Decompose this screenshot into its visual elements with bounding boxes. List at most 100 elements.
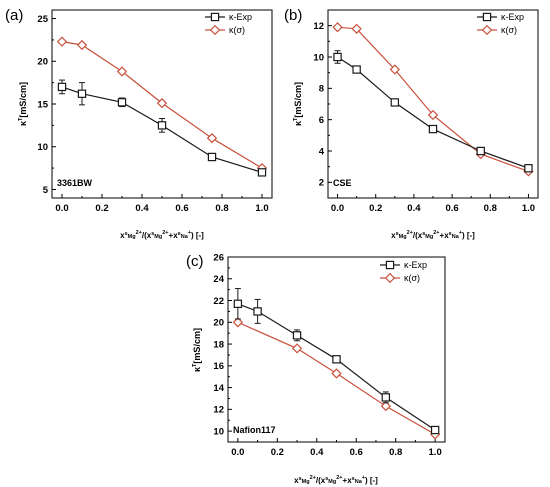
data-point-exp	[257, 168, 267, 177]
y-axis-label: κT[mS/cm]	[293, 82, 303, 126]
x-tick-label: 0.4	[135, 203, 149, 214]
data-point-model	[389, 64, 400, 75]
data-point-model	[116, 66, 128, 77]
series-line-model	[337, 26, 529, 172]
data-point-model	[380, 400, 391, 412]
data-point-model	[332, 22, 343, 33]
data-point-exp	[524, 164, 533, 173]
x-tick-label: 0.2	[369, 203, 382, 214]
series-line-exp	[237, 303, 436, 431]
panel-c: (c) 10 12 14 16 18 20 22 24 26 0.0 0.2 0.4 0.6 0.8 1.0 κ…	[186, 252, 446, 485]
y-tick-label: 16	[213, 361, 224, 372]
legend-label: κ-Exp	[229, 12, 252, 22]
legend-label: κ-Exp	[501, 12, 524, 22]
x-tick-label: 0.8	[484, 203, 497, 214]
y-tick-label: 10	[213, 426, 224, 437]
y-tick-label: 26	[213, 252, 224, 263]
x-tick-label: 0.0	[231, 447, 244, 458]
y-tick-label: 8	[319, 84, 324, 95]
y-tick-label: 18	[213, 339, 224, 350]
x-tick-label: 0.0	[331, 203, 344, 214]
y-tick-label: 25	[37, 14, 48, 25]
legend-marker	[210, 12, 220, 22]
y-tick-label: 5	[43, 185, 49, 196]
legend-marker	[384, 272, 396, 284]
x-tick-label: 0.6	[445, 203, 458, 214]
y-tick-label: 20	[213, 318, 224, 329]
legend-marker	[385, 260, 395, 270]
y-tick-label: 24	[213, 274, 224, 285]
data-point-exp	[253, 307, 262, 316]
x-tick-label: 0.2	[95, 203, 108, 214]
data-point-model	[291, 343, 303, 354]
sample-annotation: Nafion117	[233, 425, 276, 435]
data-point-exp	[332, 355, 341, 364]
data-point-model	[206, 133, 218, 144]
data-point-model	[56, 36, 68, 47]
y-tick-label: 12	[213, 405, 224, 416]
sample-annotation: 3361BW	[57, 178, 93, 188]
x-axis-label: xsMg2+/(xsMg2++xsNa+) [-]	[391, 230, 475, 240]
data-point-model	[156, 97, 168, 109]
x-tick-label: 0.6	[350, 447, 363, 458]
data-point-exp	[430, 425, 440, 435]
data-point-exp	[77, 89, 87, 98]
data-point-model	[76, 39, 88, 51]
panel-label: (b)	[284, 7, 302, 24]
data-point-model	[427, 109, 439, 121]
legend-marker	[482, 12, 492, 22]
plot-frame	[327, 9, 539, 199]
y-tick-label: 10	[37, 142, 48, 153]
y-tick-label: 15	[37, 99, 48, 110]
x-tick-label: 1.0	[429, 447, 442, 458]
x-tick-label: 0.4	[407, 203, 421, 214]
y-axis-label: κT[mS/cm]	[18, 82, 28, 126]
data-point-exp	[233, 299, 243, 308]
panel-label: (a)	[5, 7, 23, 24]
legend-marker	[209, 24, 221, 36]
y-tick-label: 14	[213, 383, 224, 394]
x-tick-label: 0.6	[175, 203, 188, 214]
data-point-exp	[476, 146, 485, 156]
y-tick-label: 4	[319, 146, 325, 157]
y-axis-label: κT[mS/cm]	[192, 328, 202, 372]
y-tick-label: 2	[319, 178, 324, 189]
legend-label: κ(σ)	[404, 273, 420, 283]
x-tick-label: 0.8	[389, 447, 402, 458]
plot-frame	[227, 256, 446, 443]
data-point-exp	[333, 52, 342, 62]
data-point-exp	[352, 65, 361, 74]
data-point-exp	[57, 82, 67, 92]
panel-label: (c)	[186, 253, 204, 270]
data-point-exp	[381, 393, 391, 402]
data-point-model	[331, 368, 342, 379]
x-axis-label: xsMg2+/(xsMg2++xsNa+) [-]	[120, 230, 204, 240]
y-tick-label: 6	[319, 115, 324, 126]
panel-a: (a) 5 10 15 20 25 0.0 0.2 0.4 0.6 0.8 1.0 κT[mS/cm] x…	[5, 7, 273, 240]
legend-label: κ-Exp	[404, 260, 427, 270]
y-tick-label: 22	[213, 296, 224, 307]
data-point-model	[232, 317, 244, 328]
y-tick-label: 10	[313, 52, 324, 63]
legend-label: κ(σ)	[229, 25, 245, 35]
legend-label: κ(σ)	[501, 25, 517, 35]
data-point-exp	[292, 331, 302, 340]
y-tick-label: 20	[37, 57, 48, 68]
data-point-exp	[390, 98, 400, 107]
panel-b: (b) 2 4 6 8 10 12 0.0 0.2 0.4 0.6 0.8 1.0 κT[mS/cm] xs…	[284, 7, 539, 240]
x-tick-label: 0.8	[215, 203, 228, 214]
data-point-exp	[117, 98, 127, 107]
data-point-exp	[157, 121, 167, 130]
data-point-exp	[428, 124, 438, 134]
x-tick-label: 1.0	[522, 203, 535, 214]
legend-marker	[481, 24, 493, 36]
x-axis-label: xsMg2+/(xsMg2++xsNa+) [-]	[294, 475, 378, 485]
x-tick-label: 0.0	[55, 203, 68, 214]
y-tick-label: 12	[313, 21, 324, 32]
x-tick-label: 1.0	[255, 203, 268, 214]
x-tick-label: 0.2	[271, 447, 284, 458]
x-tick-label: 0.4	[310, 447, 324, 458]
data-point-model	[351, 23, 362, 34]
data-point-exp	[207, 152, 217, 162]
